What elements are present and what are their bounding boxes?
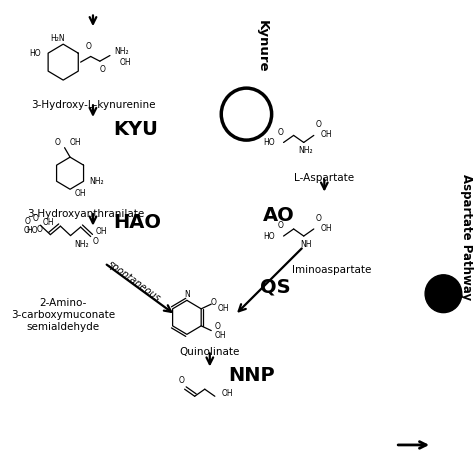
Text: HO: HO <box>27 227 38 236</box>
Text: N: N <box>184 290 190 299</box>
Text: spontaneous: spontaneous <box>106 259 163 304</box>
Text: HO: HO <box>264 138 275 147</box>
Text: OH: OH <box>70 137 82 146</box>
Text: 3-Hydroxyanthranilate: 3-Hydroxyanthranilate <box>27 209 145 219</box>
Text: OH: OH <box>320 224 332 233</box>
Text: L-Aspartate: L-Aspartate <box>294 173 355 183</box>
Text: OH: OH <box>215 331 227 340</box>
Text: NH₂: NH₂ <box>74 239 89 248</box>
Text: Quinolinate: Quinolinate <box>180 346 240 356</box>
Circle shape <box>425 275 462 313</box>
Text: O: O <box>278 128 284 137</box>
Text: O: O <box>93 237 99 246</box>
Text: O: O <box>23 227 29 236</box>
Text: NNP: NNP <box>228 365 275 384</box>
Text: NH₂: NH₂ <box>89 177 104 186</box>
Text: HAO: HAO <box>114 213 162 232</box>
Text: OH: OH <box>221 390 233 399</box>
Text: HO: HO <box>264 232 275 240</box>
Text: H₂N: H₂N <box>51 34 65 43</box>
Text: OH: OH <box>42 219 54 228</box>
Text: AO: AO <box>263 206 294 225</box>
Text: Aspartate Pathway: Aspartate Pathway <box>460 174 473 300</box>
Text: O: O <box>315 120 321 129</box>
Text: NH: NH <box>300 240 311 249</box>
Text: O: O <box>99 65 105 74</box>
Text: O: O <box>55 138 61 147</box>
Text: Iminoaspartate: Iminoaspartate <box>292 265 371 275</box>
Text: HO: HO <box>29 49 41 58</box>
Text: Kynure: Kynure <box>255 19 269 72</box>
Text: O: O <box>315 214 321 223</box>
Text: OH: OH <box>120 58 132 67</box>
Text: OH: OH <box>95 228 107 237</box>
Text: O: O <box>85 42 91 51</box>
Text: O: O <box>33 214 39 223</box>
Text: OH: OH <box>320 130 332 139</box>
Text: NH₂: NH₂ <box>115 47 129 56</box>
Text: O: O <box>36 226 42 235</box>
Text: 2-Amino-
3-carboxymuconate
semialdehyde: 2-Amino- 3-carboxymuconate semialdehyde <box>11 299 115 332</box>
Text: O: O <box>215 322 221 331</box>
Text: KYU: KYU <box>114 120 158 139</box>
Text: O: O <box>179 376 185 385</box>
Text: 3-Hydroxy-L-kynurenine: 3-Hydroxy-L-kynurenine <box>31 100 155 110</box>
Text: OH: OH <box>218 304 229 313</box>
Text: OH: OH <box>74 190 86 199</box>
Text: QS: QS <box>260 277 291 296</box>
Text: O: O <box>278 221 284 230</box>
Text: O: O <box>24 217 30 226</box>
Text: O: O <box>210 298 216 307</box>
Text: NH₂: NH₂ <box>298 146 313 155</box>
